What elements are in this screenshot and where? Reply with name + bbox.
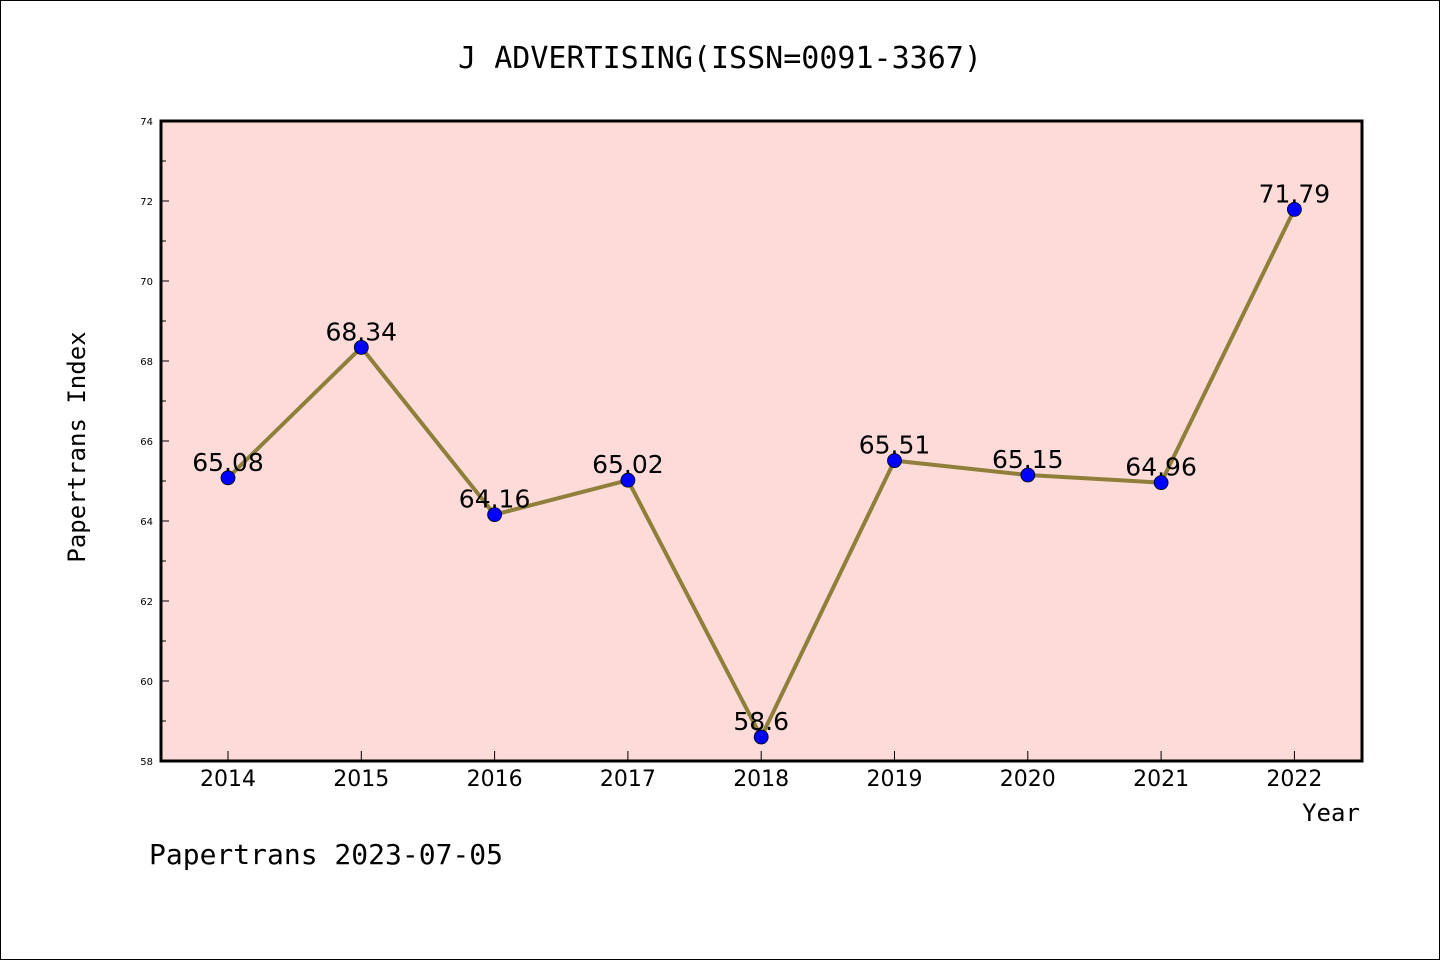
y-tick-label: 70 (140, 277, 153, 288)
y-tick-label: 58 (140, 757, 153, 768)
x-tick-label: 2020 (1000, 767, 1056, 792)
data-label: 65.08 (192, 448, 264, 477)
y-tick-label: 62 (140, 597, 153, 608)
x-axis: 2014 2015 2016 2017 2018 2019 2020 2021 2022 (200, 751, 1322, 792)
y-axis-label: Papertrans Index (63, 331, 91, 562)
data-label: 71.79 (1259, 179, 1331, 208)
data-point (353, 339, 369, 355)
data-label: 65.51 (859, 431, 931, 460)
x-axis-label: Year (1302, 799, 1360, 827)
plot-border (159, 119, 1364, 763)
chart-title: J ADVERTISING(ISSN=0091-3367) (458, 41, 982, 76)
y-tick-label: 72 (140, 197, 153, 208)
data-point (753, 729, 769, 745)
data-label: 64.96 (1125, 453, 1197, 482)
x-tick-label: 2014 (200, 767, 256, 792)
x-tick-label: 2017 (600, 767, 656, 792)
data-point (1287, 201, 1302, 217)
y-tick-label: 60 (140, 677, 153, 688)
x-tick-label: 2015 (333, 767, 389, 792)
data-label: 65.02 (592, 450, 664, 479)
series-line (220, 201, 1302, 745)
data-point (1020, 467, 1036, 483)
x-tick-label: 2016 (467, 767, 523, 792)
data-label: 64.16 (459, 485, 531, 514)
data-point (887, 453, 902, 469)
data-label: 68.34 (326, 317, 398, 346)
x-tick-label: 2019 (867, 767, 923, 792)
data-labels: 65.08 68.34 64.16 65.02 58.6 65.51 65.15 64.96 7… (192, 179, 1330, 736)
y-tick-label: 66 (140, 437, 153, 448)
y-tick-label: 68 (140, 357, 153, 368)
data-point (620, 472, 636, 488)
footer-text: Papertrans 2023-07-05 (149, 838, 503, 871)
y-tick-label: 64 (140, 517, 153, 528)
data-label: 58.6 (733, 707, 789, 736)
x-tick-label: 2018 (733, 767, 789, 792)
data-point (487, 507, 503, 522)
data-point (1153, 475, 1169, 491)
x-tick-label: 2021 (1133, 767, 1189, 792)
y-tick-label: 74 (140, 117, 153, 128)
data-label: 65.15 (992, 445, 1064, 474)
x-tick-label: 2022 (1266, 767, 1322, 792)
data-point (220, 470, 236, 486)
plot-area (161, 121, 1362, 761)
